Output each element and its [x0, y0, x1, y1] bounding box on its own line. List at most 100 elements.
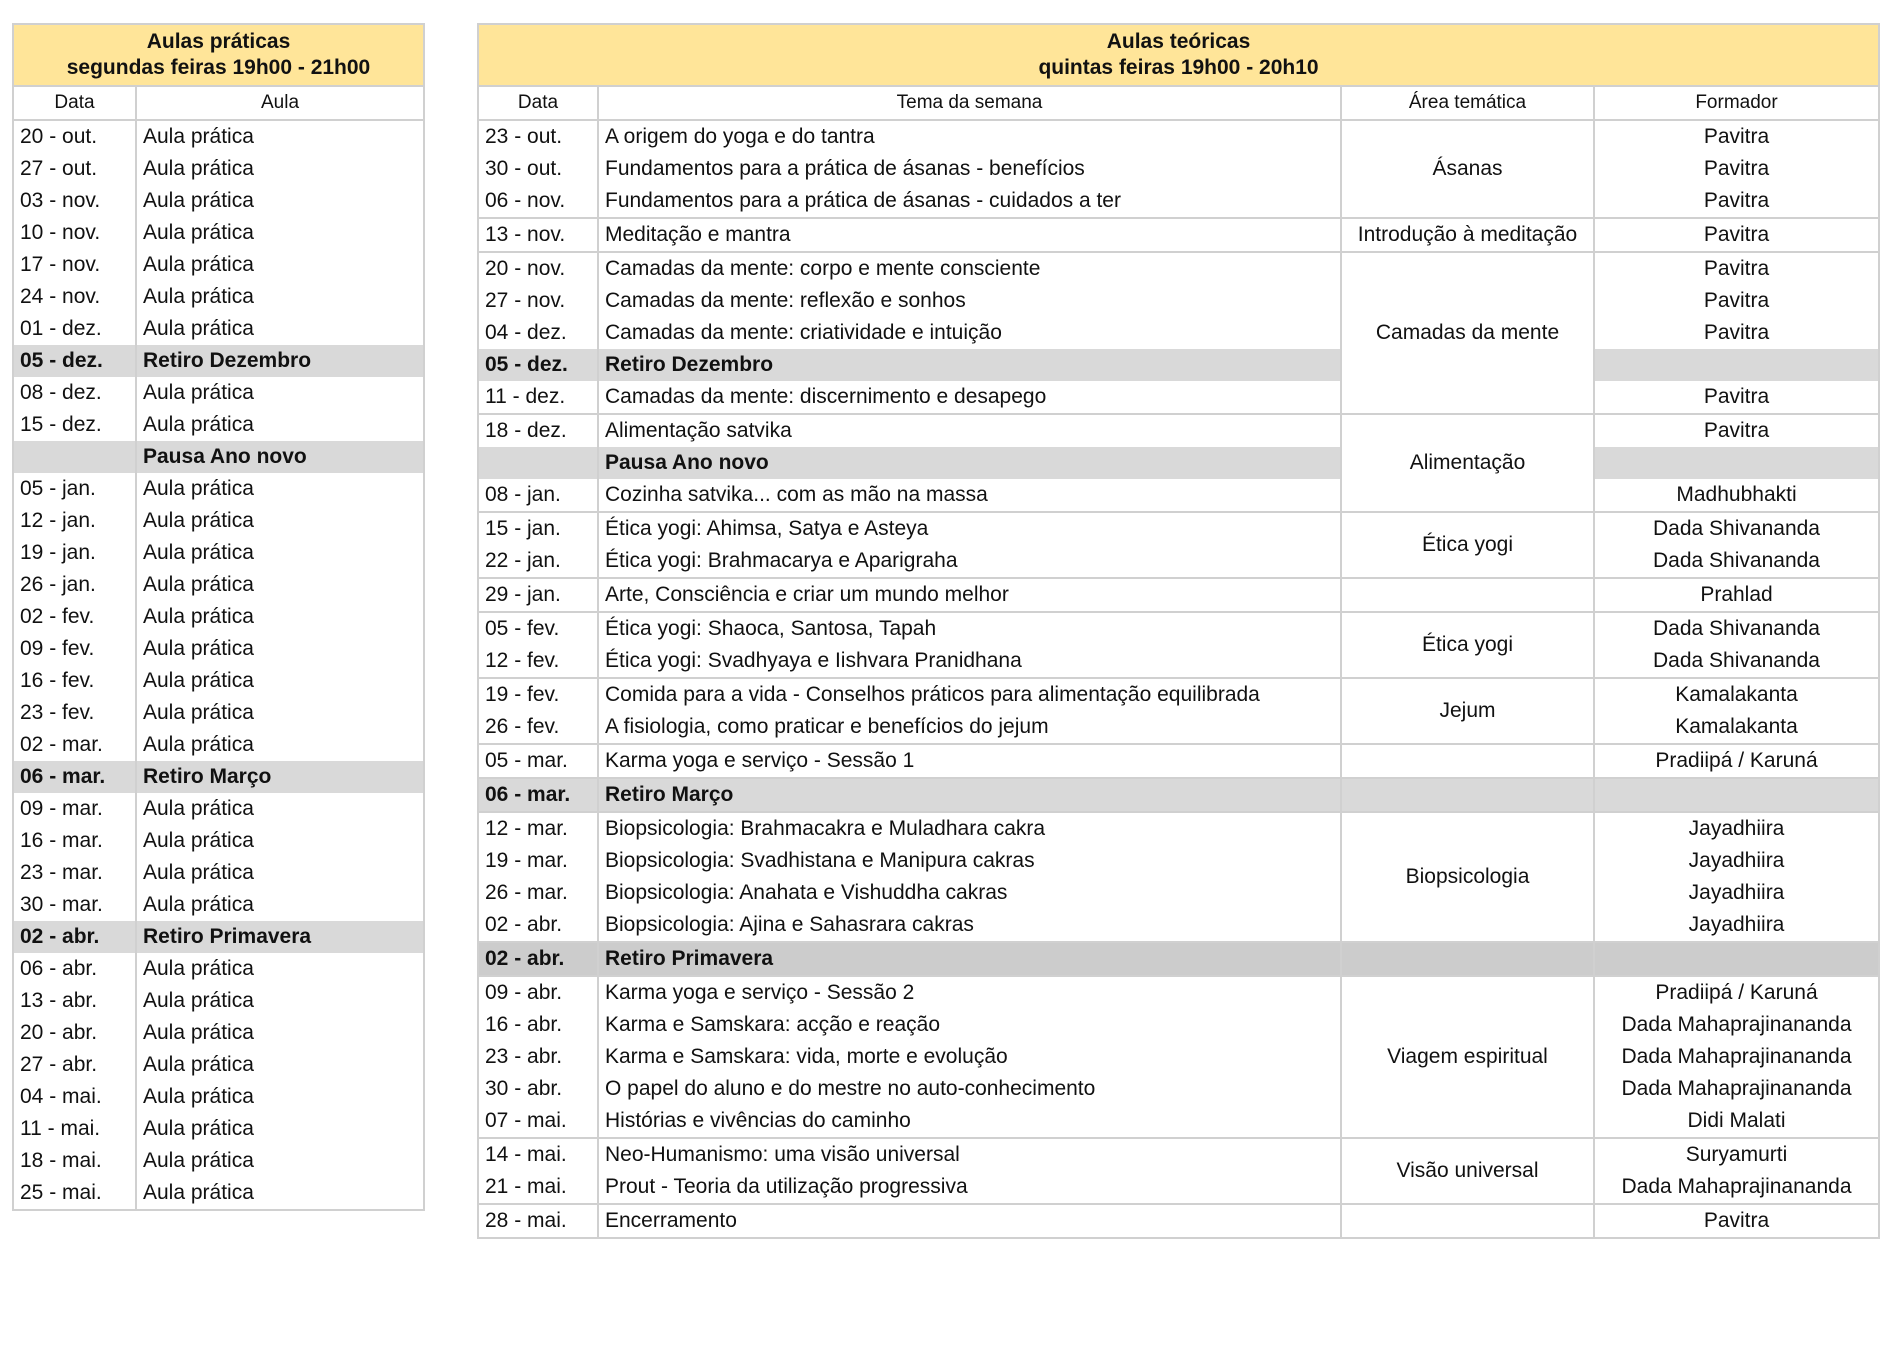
formador-cell: Pavitra	[1592, 1203, 1881, 1239]
table-row: 30 - abr. O papel do aluno e do mestre no…	[477, 1073, 1881, 1105]
table-row: 23 - abr. Karma e Samskara: vida, morte e…	[477, 1041, 1881, 1073]
formador-cell: Didi Malati	[1592, 1105, 1881, 1138]
aula-cell: Aula prática	[135, 473, 425, 505]
formador-cell: Kamalakanta	[1592, 677, 1881, 711]
table-row: 04 - dez. Camadas da mente: criatividade …	[477, 317, 1881, 349]
table-row: 16 - mar. Aula prática	[12, 825, 425, 857]
table-row: 26 - fev. A fisiologia, como praticar e b…	[477, 711, 1881, 744]
table-row: 12 - mar. Biopsicologia: Brahmacakra e Mu…	[477, 811, 1881, 943]
date-cell: 30 - mar.	[12, 889, 137, 921]
tema-cell: Karma e Samskara: vida, morte e evolução	[597, 1041, 1342, 1073]
tema-cell: Fundamentos para a prática de ásanas - b…	[597, 153, 1342, 185]
table-row: 01 - dez. Aula prática	[12, 313, 425, 345]
aula-cell: Aula prática	[135, 185, 425, 217]
date-cell: 22 - jan.	[477, 545, 599, 578]
date-cell: 29 - jan.	[477, 577, 599, 612]
aula-cell: Aula prática	[135, 377, 425, 409]
tema-cell: O papel do aluno e do mestre no auto-con…	[597, 1073, 1342, 1105]
table-row: 20 - out. Aula prática	[12, 119, 425, 153]
table-row: 28 - mai. Encerramento Pavitra	[477, 1203, 1881, 1239]
formador-cell: Jayadhiira	[1592, 845, 1881, 877]
date-cell: 04 - mai.	[12, 1081, 137, 1113]
formador-cell: Suryamurti	[1592, 1137, 1881, 1171]
tema-cell: Biopsicologia: Ajina e Sahasrara cakras	[597, 909, 1342, 942]
formador-cell: Pavitra	[1592, 153, 1881, 185]
table-row: 05 - fev. Ética yogi: Shaoca, Santosa, Ta…	[477, 611, 1881, 679]
table-row: 06 - mar. Retiro Março	[12, 761, 425, 793]
practical-title-text: Aulas práticas	[146, 30, 291, 53]
formador-cell: Kamalakanta	[1592, 711, 1881, 744]
date-cell: 18 - mai.	[12, 1145, 137, 1177]
formador-cell: Dada Mahaprajinananda	[1592, 1009, 1881, 1041]
formador-cell: Pradiipá / Karuná	[1592, 975, 1881, 1009]
col-header-formador: Formador	[1592, 85, 1881, 121]
formador-cell: Dada Shivananda	[1592, 545, 1881, 578]
table-row: 16 - abr. Karma e Samskara: acção e reaçã…	[477, 1009, 1881, 1041]
tema-cell: Retiro Dezembro	[597, 349, 1342, 381]
aula-cell: Aula prática	[135, 665, 425, 697]
table-row: Pausa Ano novo	[12, 441, 425, 473]
table-row: 07 - mai. Histórias e vivências do caminh…	[477, 1105, 1881, 1138]
area-cell: Biopsicologia	[1340, 811, 1595, 943]
aula-cell: Aula prática	[135, 697, 425, 729]
table-row: 30 - mar. Aula prática	[12, 889, 425, 921]
formador-cell: Pavitra	[1592, 317, 1881, 349]
tema-cell: Meditação e mantra	[597, 217, 1342, 252]
tema-cell: Retiro Março	[597, 777, 1342, 812]
aula-cell: Retiro Dezembro	[135, 345, 425, 377]
table-row: 24 - nov. Aula prática	[12, 281, 425, 313]
table-row: 22 - jan. Ética yogi: Brahmacarya e Apari…	[477, 545, 1881, 578]
table-row: 25 - mai. Aula prática	[12, 1177, 425, 1211]
table-row: 15 - jan. Ética yogi: Ahimsa, Satya e Ast…	[477, 511, 1881, 579]
formador-cell: Dada Mahaprajinananda	[1592, 1073, 1881, 1105]
date-cell: 19 - jan.	[12, 537, 137, 569]
date-cell: 25 - mai.	[12, 1177, 137, 1211]
date-cell: 02 - mar.	[12, 729, 137, 761]
aula-cell: Retiro Março	[135, 761, 425, 793]
table-row: 02 - abr. Biopsicologia: Ajina e Sahasrar…	[477, 909, 1881, 942]
table-row: 02 - mar. Aula prática	[12, 729, 425, 761]
theory-subtitle: quintas feiras 19h00 - 20h10	[1038, 56, 1319, 79]
date-cell	[12, 441, 137, 473]
area-cell: Alimentação	[1340, 413, 1595, 513]
practical-title: Aulas práticas segundas feiras 19h00 - 21…	[12, 23, 425, 87]
table-row: 09 - fev. Aula prática	[12, 633, 425, 665]
date-cell: 09 - mar.	[12, 793, 137, 825]
date-cell: 23 - abr.	[477, 1041, 599, 1073]
date-cell: 11 - dez.	[477, 381, 599, 414]
aula-cell: Aula prática	[135, 281, 425, 313]
table-row: 19 - mar. Biopsicologia: Svadhistana e Ma…	[477, 845, 1881, 877]
aula-cell: Aula prática	[135, 825, 425, 857]
table-row: 18 - dez. Alimentação satvika Alimentação P…	[477, 413, 1881, 513]
table-row: 03 - nov. Aula prática	[12, 185, 425, 217]
date-cell: 04 - dez.	[477, 317, 599, 349]
table-row: 09 - mar. Aula prática	[12, 793, 425, 825]
table-row: 05 - mar. Karma yoga e serviço - Sessão 1…	[477, 743, 1881, 779]
aula-cell: Aula prática	[135, 985, 425, 1017]
table-row: 09 - abr. Karma yoga e serviço - Sessão 2…	[477, 975, 1881, 1139]
tema-cell: Camadas da mente: discernimento e desape…	[597, 381, 1342, 414]
table-row: 29 - jan. Arte, Consciência e criar um mu…	[477, 577, 1881, 613]
table-row: 23 - mar. Aula prática	[12, 857, 425, 889]
date-cell: 17 - nov.	[12, 249, 137, 281]
tema-cell: Karma e Samskara: acção e reação	[597, 1009, 1342, 1041]
tema-cell: Karma yoga e serviço - Sessão 1	[597, 743, 1342, 778]
date-cell: 15 - dez.	[12, 409, 137, 441]
date-cell: 20 - abr.	[12, 1017, 137, 1049]
date-cell: 02 - fev.	[12, 601, 137, 633]
date-cell: 26 - mar.	[477, 877, 599, 909]
aula-cell: Aula prática	[135, 409, 425, 441]
aula-cell: Aula prática	[135, 313, 425, 345]
tema-cell: Prout - Teoria da utilização progressiva	[597, 1171, 1342, 1204]
date-cell: 26 - jan.	[12, 569, 137, 601]
date-cell: 19 - mar.	[477, 845, 599, 877]
date-cell: 02 - abr.	[477, 909, 599, 942]
date-cell: 06 - mar.	[12, 761, 137, 793]
date-cell: 26 - fev.	[477, 711, 599, 744]
table-row: 10 - nov. Aula prática	[12, 217, 425, 249]
aula-cell: Aula prática	[135, 793, 425, 825]
table-row: 27 - nov. Camadas da mente: reflexão e so…	[477, 285, 1881, 317]
date-cell: 24 - nov.	[12, 281, 137, 313]
date-cell: 08 - dez.	[12, 377, 137, 409]
date-cell: 05 - jan.	[12, 473, 137, 505]
